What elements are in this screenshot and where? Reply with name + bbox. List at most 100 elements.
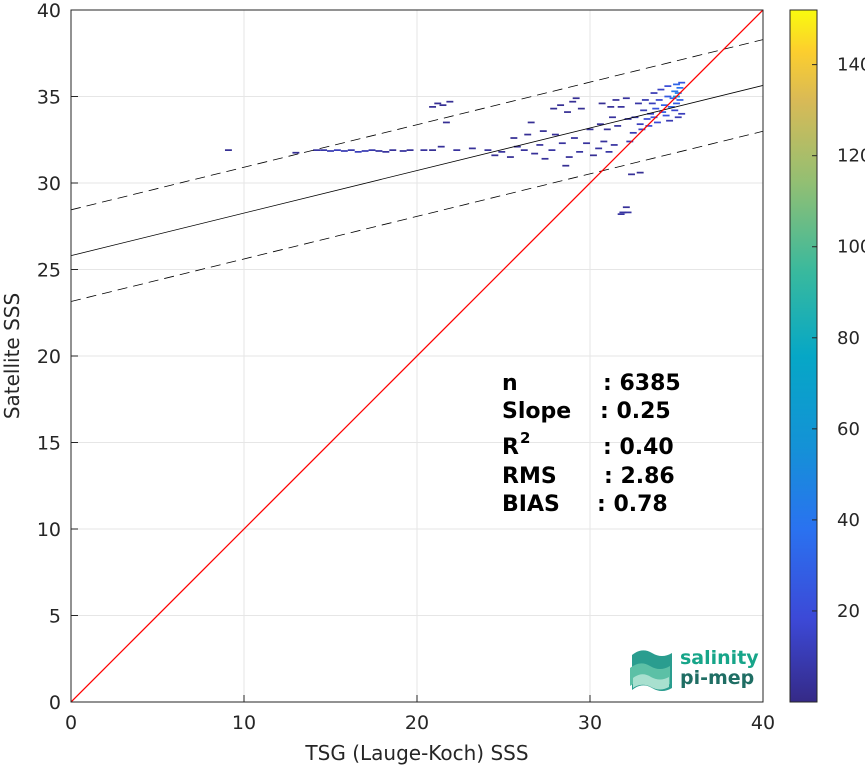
density-cell <box>617 213 625 216</box>
density-cell <box>576 150 584 153</box>
density-cell <box>641 99 649 101</box>
logo-wave-icon <box>630 650 672 691</box>
density-cell <box>292 151 300 154</box>
density-cell <box>420 149 428 151</box>
stat-rms-key: RMS <box>502 464 557 489</box>
density-cell <box>662 114 670 117</box>
colorbar-tick-label: 140 <box>837 55 865 76</box>
stat-bias-value: : 0.78 <box>597 492 668 517</box>
stat-r2-value: : 0.40 <box>603 435 674 460</box>
density-cell <box>562 164 570 167</box>
density-cell <box>678 81 686 84</box>
density-cell <box>557 104 565 107</box>
density-cell <box>671 90 679 93</box>
density-cell <box>354 150 362 153</box>
colorbar-tick-label: 20 <box>837 601 860 622</box>
x-ticks: 0 10 20 30 40 <box>65 695 775 734</box>
density-cell <box>572 97 580 100</box>
logo-text-salinity: salinity <box>680 647 759 669</box>
y-tick-label: 15 <box>37 433 61 455</box>
density-cell <box>676 99 684 101</box>
density-cell <box>583 142 590 145</box>
density-cell <box>375 150 383 152</box>
y-tick-label: 40 <box>37 0 61 22</box>
density-cell <box>389 149 397 151</box>
density-cell <box>442 121 450 124</box>
density-cell <box>468 147 476 150</box>
density-cell <box>437 145 445 148</box>
upper-confidence-line <box>71 39 763 211</box>
density-cell <box>399 150 407 152</box>
lower-confidence-line <box>71 130 763 302</box>
density-cell <box>622 97 630 100</box>
regression-line <box>71 85 763 257</box>
colorbar-tick-label: 80 <box>837 328 860 349</box>
density-cell <box>643 118 651 120</box>
colorbar-tick-label: 120 <box>837 146 865 167</box>
density-cell <box>548 149 556 151</box>
density-cell <box>595 147 603 150</box>
density-cell <box>624 211 632 214</box>
density-cell <box>673 102 680 105</box>
density-cell <box>647 112 655 115</box>
density-cell <box>626 140 634 143</box>
density-cell <box>612 99 620 101</box>
density-cell <box>596 123 604 126</box>
density-cell <box>590 154 597 157</box>
density-cell <box>614 125 622 127</box>
density-cell <box>645 125 653 127</box>
density-cell <box>638 128 646 131</box>
y-axis-label: Satellite SSS <box>0 293 24 419</box>
density-cell <box>622 206 630 209</box>
density-cell <box>669 97 677 100</box>
density-cell <box>636 171 644 174</box>
density-cell <box>619 211 627 214</box>
colorbar-ticks: 20 40 60 80 100 120 140 <box>812 55 865 622</box>
density-cell <box>634 102 642 105</box>
x-tick-label: 10 <box>232 712 256 734</box>
density-cell <box>524 133 532 136</box>
density-cell <box>429 106 437 108</box>
density-cell <box>340 150 348 152</box>
density-cell <box>224 149 232 151</box>
density-cell <box>652 107 660 110</box>
density-cell <box>676 86 684 89</box>
density-cell <box>609 116 616 119</box>
density-cell <box>660 104 668 107</box>
density-cell <box>506 156 514 158</box>
y-tick-label: 30 <box>37 173 61 195</box>
density-cell <box>527 121 535 124</box>
density-cell <box>382 150 390 153</box>
y-tick-label: 10 <box>37 519 61 541</box>
x-axis-label: TSG (Lauge-Koch) SSS <box>304 741 528 765</box>
density-cell <box>446 100 454 103</box>
density-cell <box>491 154 499 157</box>
y-tick-label: 0 <box>49 692 61 714</box>
stat-n-key: n <box>502 371 518 396</box>
density-cell <box>629 131 637 134</box>
x-tick-label: 0 <box>65 712 77 734</box>
density-cell <box>569 100 577 103</box>
density-cell <box>636 123 644 126</box>
stat-r2-sup: 2 <box>520 429 530 447</box>
density-cell <box>673 83 680 86</box>
x-tick-label: 20 <box>405 712 429 734</box>
density-cell <box>564 111 571 113</box>
y-tick-label: 35 <box>37 87 61 109</box>
density-cell <box>640 109 648 112</box>
density-cell <box>610 144 618 146</box>
density-cell <box>327 150 334 152</box>
density-cell <box>657 88 665 91</box>
density-cell <box>434 102 442 105</box>
stat-rms-value: : 2.86 <box>604 464 675 489</box>
density-cell <box>550 107 558 110</box>
density-cell <box>498 150 506 153</box>
density-cell <box>361 150 369 152</box>
density-cell <box>551 133 559 136</box>
identity-line <box>71 10 763 702</box>
density-cell <box>536 144 544 146</box>
density-cell <box>666 119 674 122</box>
stats-box: n : 6385 Slope : 0.25 R 2 : 0.40 RMS : 2… <box>502 371 681 517</box>
density-cell <box>313 149 321 151</box>
